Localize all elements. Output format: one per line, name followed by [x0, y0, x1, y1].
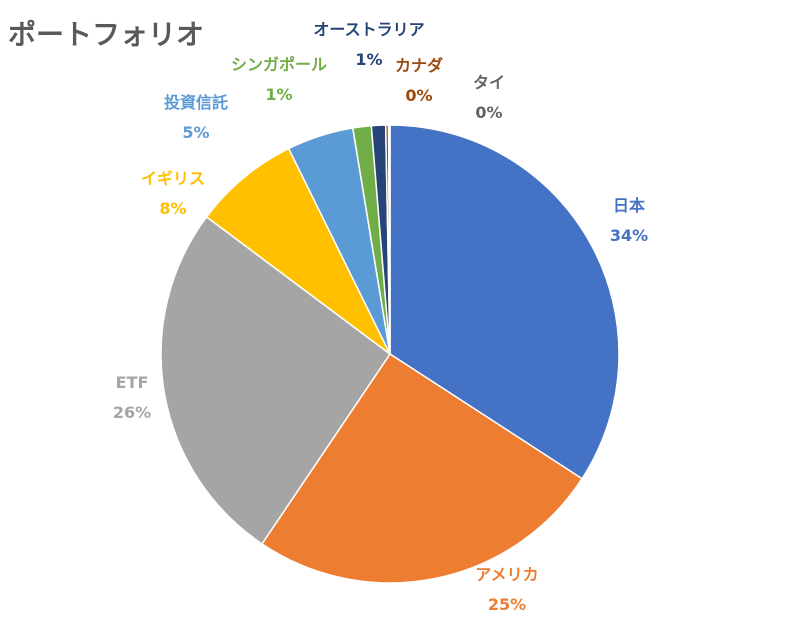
slice-label-name-3: イギリス: [141, 169, 205, 188]
slice-label-name-8: タイ: [473, 73, 505, 92]
slice-label-name-5: シンガポール: [231, 55, 327, 74]
slice-label-name-6: オーストラリア: [313, 20, 424, 39]
pie-slice-2: [160, 215, 392, 545]
pie-slice-8: [387, 124, 391, 355]
data-labels: 日本 34% アメリカ 25% ETF 26% イギリス 8% 投資信託 5% シンガポール 1% オー…: [113, 20, 648, 614]
pie-slices: [160, 124, 620, 584]
slice-label-percent-1: 25%: [488, 595, 526, 614]
chart-title: ポートフォリオ: [8, 18, 204, 51]
slice-label-percent-0: 34%: [610, 226, 648, 245]
slice-label-percent-8: 0%: [475, 103, 502, 122]
slice-label-name-2: ETF: [116, 373, 149, 392]
slice-label-name-4: 投資信託: [164, 93, 228, 112]
slice-label-percent-5: 1%: [265, 85, 292, 104]
slice-label-percent-3: 8%: [159, 199, 186, 218]
slice-label-percent-6: 1%: [355, 50, 382, 69]
slice-label-name-1: アメリカ: [475, 565, 538, 584]
slice-label-percent-4: 5%: [182, 123, 209, 142]
slice-label-name-0: 日本: [613, 196, 645, 215]
slice-label-percent-7: 0%: [405, 86, 432, 105]
slice-label-name-7: カナダ: [395, 56, 443, 75]
pie-slice-3: [205, 147, 391, 355]
slice-label-percent-2: 26%: [113, 403, 151, 422]
pie-slice-1: [260, 352, 584, 584]
